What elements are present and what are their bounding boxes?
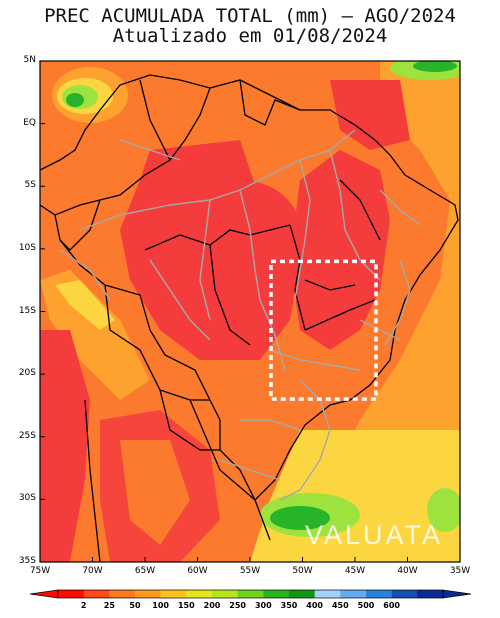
longitude-tick-label: 40W [397,566,418,576]
latitude-tick-label: 10S [18,242,36,253]
colorbar-segment [366,590,393,598]
longitude-tick-label: 70W [82,566,103,576]
longitude-tick-label: 50W [292,566,313,576]
rivers-and-state-lines [59,129,421,501]
latitude-tick-label: 5N [23,55,36,65]
latitude-tick-label: 20S [18,368,36,379]
colorbar-segment [186,590,213,598]
colorbar-segment [212,590,239,598]
colorbar-segment [417,590,444,598]
colorbar-segment [289,590,316,598]
colorbar-segment [160,590,187,598]
axis-ticks [39,60,461,563]
colorbar-label: 400 [306,601,323,610]
latitude-tick-label: 30S [18,493,36,504]
latitude-tick-label: 15S [18,305,36,316]
colorbar-label: 600 [383,601,400,610]
colorbar-segment [237,590,264,598]
longitude-tick-label: 35W [449,566,471,576]
colorbar-label: 450 [331,601,349,610]
colorbar-segment [340,590,367,598]
latitude-tick-label: 25S [18,430,36,441]
map-title: PREC ACUMULADA TOTAL (mm) – AGO/2024 [44,5,456,27]
longitude-tick-label: 60W [187,566,208,576]
colorbar-segment [135,590,162,598]
colorbar-label: 100 [152,601,169,610]
watermark-logo: VALUATA [305,520,444,550]
colorbar-segment [83,590,110,598]
colorbar [29,589,472,599]
latitude-tick-label: 5S [24,180,36,191]
colorbar-segment [263,590,290,598]
colorbar-label: 300 [254,601,272,610]
highlight-region-box [269,259,378,401]
longitude-tick-label: 45W [344,566,366,576]
colorbar-label: 25 [103,601,115,610]
colorbar-max-arrow [442,589,472,599]
colorbar-frame [57,589,444,599]
country-borders [40,74,459,562]
colorbar-segment [109,590,136,598]
colorbar-label: 500 [357,601,375,610]
colorbar-segment [58,590,85,598]
colorbar-label: 350 [280,601,298,610]
latitude-tick-label: EQ [23,117,36,128]
colorbar-label: 150 [177,601,195,610]
colorbar-min-arrow [29,589,59,599]
precipitation-field [40,61,460,562]
colorbar-segment [314,590,341,598]
colorbar-label: 50 [129,601,141,610]
longitude-tick-label: 65W [134,566,156,576]
longitude-tick-label: 75W [29,566,51,576]
colorbar-segment [391,590,418,598]
colorbar-label: 250 [229,601,246,610]
colorbar-label: 2 [80,601,87,610]
colorbar-label: 200 [203,601,221,610]
latitude-tick-label: 35S [18,556,36,566]
map-subtitle: Atualizado em 01/08/2024 [112,25,388,47]
longitude-tick-label: 55W [239,566,261,576]
